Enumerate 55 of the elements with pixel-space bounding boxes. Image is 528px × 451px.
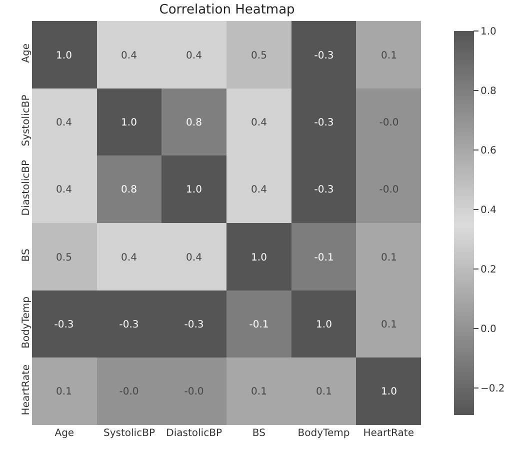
color-bar-label: 0.2 [480,264,496,276]
data-label: -0.0 [379,184,399,196]
y-tick-label: Age [21,44,32,63]
data-label: 0.1 [56,386,72,398]
data-label: 0.8 [186,118,202,128]
data-label: 1.0 [186,184,202,196]
data-label: 0.1 [381,320,397,330]
color-bar-label: 0.8 [480,86,496,98]
data-label: -0.1 [249,320,269,330]
data-label: -0.1 [314,252,334,264]
data-label: 0.1 [381,50,397,62]
data-label: 1.0 [56,50,72,62]
x-tick-label: HeartRate [363,428,414,439]
data-label: 0.5 [56,252,72,264]
y-tick-label: DiastolicBP [21,160,32,216]
data-label: 0.4 [251,184,267,196]
data-label: 0.5 [251,50,267,62]
color-bar-label: 1.0 [480,26,496,38]
data-label: -0.3 [314,184,334,196]
data-label: 1.0 [381,386,397,398]
data-label: -0.0 [119,386,139,398]
data-label: 0.1 [316,386,332,398]
data-label: 0.4 [186,50,202,62]
data-label: 1.0 [251,252,267,264]
y-tick-label: BS [21,248,32,262]
data-label: 0.8 [121,184,137,196]
x-tick-label: DiastolicBP [166,428,222,439]
data-label: -0.3 [54,320,74,330]
data-label: -0.0 [379,118,399,128]
data-label: 0.4 [251,118,267,128]
data-label: 0.4 [121,252,137,264]
data-label: -0.0 [184,386,204,398]
data-label: 1.0 [316,320,332,330]
data-label: 0.4 [121,50,137,62]
data-label: 1.0 [121,118,137,128]
data-label: 0.1 [251,386,267,398]
x-tick-label: Age [54,428,74,439]
data-label: 0.4 [56,118,72,128]
x-tick-label: BS [252,428,266,439]
data-label: -0.3 [314,50,334,62]
data-label: -0.3 [184,320,204,330]
data-label: 0.4 [56,184,72,196]
color-bar-label: 0.6 [480,146,496,157]
y-tick-label: SystolicBP [21,94,32,146]
x-tick-label: BodyTemp [298,428,350,439]
data-label: 0.1 [381,252,397,264]
data-label: -0.3 [119,320,139,330]
color-bar-label: −0.2 [480,384,505,395]
data-label: -0.3 [314,118,334,128]
x-tick-label: SystolicBP [104,428,155,439]
y-tick-label: BodyTemp [21,296,32,348]
chart-title: Correlation Heatmap [159,2,295,18]
color-bar-label: 0.0 [480,324,496,336]
color-bar-label: 0.4 [480,205,496,216]
data-label: 0.4 [186,252,202,264]
